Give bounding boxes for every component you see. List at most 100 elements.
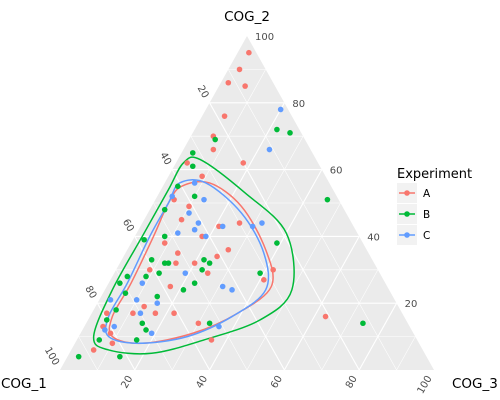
point-A	[178, 216, 185, 223]
minor-gridline	[396, 336, 416, 371]
point-B	[124, 273, 131, 280]
point-A	[199, 173, 205, 180]
tick-label-cog3: 40	[194, 374, 210, 391]
point-B	[154, 293, 161, 300]
point-B	[156, 270, 162, 276]
tick-label-cog2: 40	[367, 232, 380, 243]
point-A	[240, 160, 247, 166]
point-C	[148, 330, 155, 337]
point-C	[203, 233, 209, 240]
point-A	[210, 146, 217, 153]
point-A	[236, 220, 243, 226]
point-B	[161, 233, 168, 240]
legend-label-B: B	[423, 209, 430, 221]
point-C	[154, 300, 161, 307]
point-A	[107, 330, 114, 337]
point-C	[277, 106, 284, 113]
point-B	[122, 290, 129, 296]
point-A	[208, 337, 215, 343]
minor-gridline	[78, 336, 98, 371]
major-gridline	[358, 302, 398, 371]
point-B	[161, 206, 168, 213]
point-C	[191, 226, 198, 233]
point-B	[141, 236, 147, 243]
point-A	[204, 270, 211, 276]
point-B	[117, 353, 123, 360]
point-A	[103, 310, 110, 317]
minor-gridline	[246, 202, 341, 371]
point-B	[180, 287, 187, 293]
point-B	[189, 163, 196, 170]
point-B	[274, 126, 280, 133]
point-A	[184, 160, 190, 166]
tick-label-cog1: 100	[42, 345, 61, 367]
point-A	[322, 313, 329, 320]
point-A	[246, 49, 252, 56]
point-B	[274, 240, 280, 246]
point-C	[195, 220, 202, 226]
tick-label-cog1: 60	[120, 217, 136, 234]
tick-label-cog1: 20	[195, 84, 211, 101]
contour-A	[108, 180, 274, 345]
major-gridline	[171, 169, 285, 371]
point-A	[175, 250, 181, 256]
tick-label-cog3: 100	[416, 374, 435, 396]
point-C	[249, 223, 256, 230]
point-B	[117, 280, 123, 286]
point-C	[216, 323, 222, 330]
point-A	[221, 113, 228, 119]
point-A	[130, 310, 136, 317]
point-B	[75, 353, 82, 360]
point-C	[111, 323, 118, 330]
legend-key-point	[404, 232, 410, 238]
point-B	[143, 327, 149, 333]
point-A	[214, 253, 220, 260]
point-C	[201, 196, 207, 203]
vertex-label-left: COG_1	[1, 376, 47, 392]
point-A	[161, 240, 168, 246]
major-gridline	[96, 302, 136, 371]
tick-label-cog3: 20	[120, 374, 136, 391]
minor-gridline	[190, 136, 323, 371]
point-A	[152, 310, 159, 317]
point-A	[261, 277, 267, 283]
point-A	[90, 347, 97, 353]
tick-label-cog2: 100	[255, 32, 274, 43]
point-C	[229, 287, 235, 293]
density-contours	[92, 156, 295, 355]
point-A	[171, 310, 177, 317]
major-gridline	[134, 236, 211, 371]
tick-label-cog3: 80	[344, 374, 360, 391]
point-B	[257, 270, 263, 276]
contour-B	[92, 156, 295, 355]
vertex-label-top: COG_2	[224, 9, 270, 25]
tick-label-cog1: 80	[82, 284, 98, 301]
point-C	[175, 230, 181, 236]
point-B	[133, 337, 140, 343]
vertex-label-right: COG_3	[452, 376, 498, 392]
minor-gridline	[228, 69, 397, 371]
point-B	[201, 256, 207, 263]
point-C	[219, 283, 226, 290]
point-B	[212, 136, 219, 143]
point-B	[191, 280, 198, 286]
data-points	[75, 49, 366, 360]
point-B	[165, 260, 172, 266]
minor-gridline	[153, 202, 248, 371]
minor-gridline	[321, 269, 379, 371]
point-A	[141, 303, 147, 310]
point-B	[199, 267, 205, 273]
point-C	[191, 180, 198, 186]
legend-label-A: A	[423, 188, 431, 200]
legend-key-point	[404, 211, 410, 217]
point-C	[107, 297, 114, 303]
tick-label-cog2: 80	[292, 99, 305, 110]
tick-label-cog3: 60	[269, 374, 285, 391]
point-C	[266, 146, 273, 153]
point-B	[103, 317, 110, 323]
legend-entries: ABC	[397, 183, 431, 245]
point-C	[186, 210, 192, 216]
point-C	[219, 223, 226, 230]
point-B	[139, 320, 146, 327]
point-B	[360, 320, 366, 327]
